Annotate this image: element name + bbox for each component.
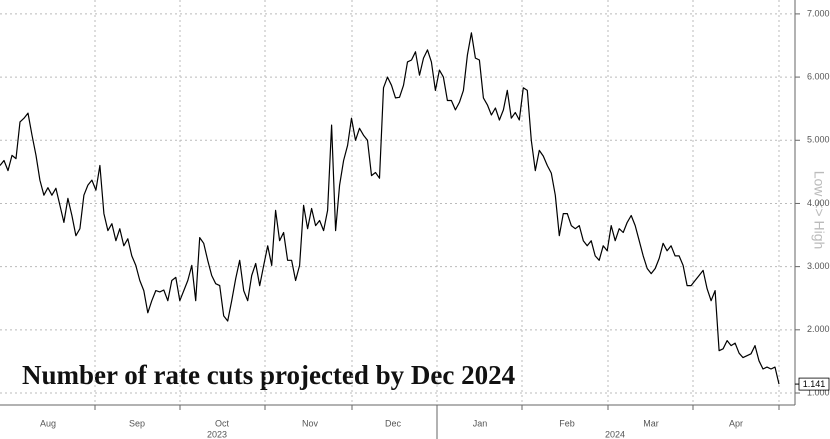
chart-title: Number of rate cuts projected by Dec 202… (22, 360, 515, 390)
y-tick-label: 6.000 (807, 71, 830, 81)
x-tick-label: Aug (40, 418, 56, 428)
line (0, 32, 780, 385)
last-value-box (798, 377, 830, 391)
y-tick-label: 7.000 (807, 8, 830, 18)
year-label: 2024 (605, 429, 625, 439)
y-tick-label: 2.000 (807, 324, 830, 334)
y-tick-label: 5.000 (807, 135, 830, 145)
x-tick-label: Jan (473, 418, 488, 428)
x-tick-label: Apr (729, 418, 743, 428)
y-tick-label: 1.000 (807, 387, 830, 397)
last-value-label: 1.141 (803, 379, 826, 389)
x-tick-label: Sep (129, 418, 145, 428)
x-tick-label: Dec (385, 418, 402, 428)
y-tick-label: 3.000 (807, 261, 830, 271)
year-label: 2023 (207, 429, 227, 439)
x-tick-label: Feb (559, 418, 575, 428)
x-tick-label: Oct (215, 418, 230, 428)
x-tick-label: Mar (643, 418, 659, 428)
axis-note: Low <> High (811, 171, 827, 250)
y-tick-label: 4.000 (807, 198, 830, 208)
x-tick-label: Nov (302, 418, 319, 428)
